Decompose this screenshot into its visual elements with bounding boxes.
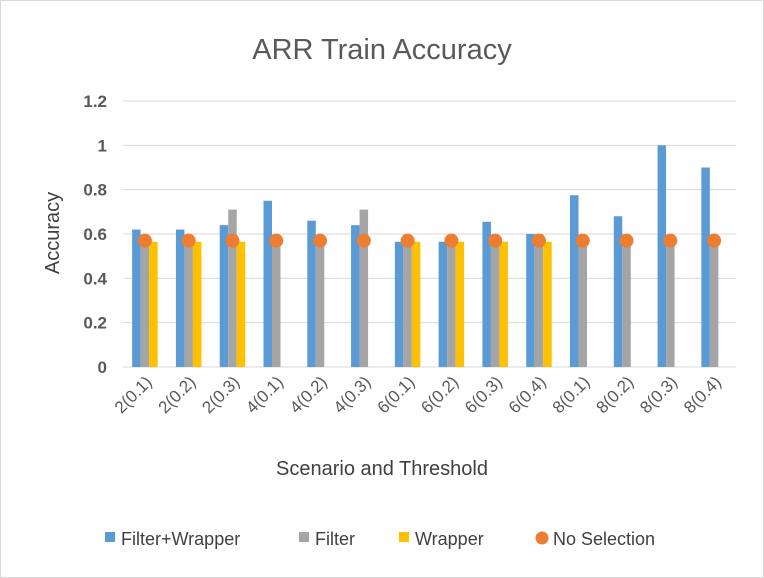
marker-no-selection: [707, 233, 722, 248]
legend-swatch: [299, 532, 309, 542]
bar-filter-wrapper: [351, 225, 360, 367]
marker-no-selection: [531, 233, 546, 248]
x-tick-label: 2(0.3): [198, 372, 243, 417]
bar-filter: [447, 241, 456, 367]
y-tick-label: 1: [98, 136, 107, 155]
bar-filter: [359, 209, 369, 367]
y-tick-label: 0.4: [83, 269, 107, 288]
bar-filter-wrapper: [175, 229, 185, 367]
x-tick-label: 2(0.1): [111, 372, 156, 417]
bar-wrapper: [543, 241, 552, 367]
x-tick-label: 4(0.2): [286, 372, 331, 417]
x-tick-label: 4(0.1): [242, 372, 287, 417]
marker-no-selection: [575, 233, 590, 248]
bar-filter-wrapper: [132, 229, 141, 367]
bar-filter-wrapper: [263, 200, 272, 367]
legend-label: Filter: [315, 529, 355, 549]
bar-filter: [709, 241, 719, 367]
bar-wrapper: [149, 241, 158, 367]
x-tick-label: 8(0.4): [680, 372, 725, 417]
bar-filter-wrapper: [570, 195, 579, 367]
bar-filter-wrapper: [613, 216, 623, 367]
bar-wrapper: [192, 241, 202, 367]
legend-swatch: [535, 531, 549, 545]
bar-filter-wrapper: [394, 241, 404, 367]
bar-filter: [140, 241, 150, 367]
bar-filter-wrapper: [307, 220, 316, 367]
marker-no-selection: [356, 233, 371, 248]
bar-filter: [534, 234, 544, 367]
x-tick-label: 6(0.4): [505, 372, 550, 417]
x-tick-label: 8(0.2): [593, 372, 638, 417]
bar-wrapper: [411, 241, 421, 367]
marker-no-selection: [400, 233, 415, 248]
y-tick-label: 0: [98, 358, 107, 377]
x-tick-label: 6(0.2): [417, 372, 462, 417]
y-tick-label: 1.2: [83, 92, 107, 111]
marker-no-selection: [444, 233, 459, 248]
bar-filter-wrapper: [657, 145, 667, 367]
bar-filter: [315, 241, 325, 367]
y-axis-title: Accuracy: [42, 192, 64, 274]
marker-no-selection: [663, 233, 678, 248]
bar-filter: [666, 241, 675, 367]
bar-wrapper: [499, 241, 508, 367]
x-tick-label: 6(0.1): [374, 372, 419, 417]
bar-filter-wrapper: [219, 225, 229, 367]
y-tick-labels: 0 0.2 0.4 0.6 0.8 1 1.2: [83, 92, 107, 377]
y-tick-label: 0.8: [83, 181, 107, 200]
x-tick-label: 4(0.3): [330, 372, 375, 417]
bar-wrapper: [236, 241, 246, 367]
bar-filter: [272, 241, 281, 367]
bar-filter: [490, 241, 500, 367]
marker-no-selection: [488, 233, 503, 248]
y-tick-label: 0.6: [83, 225, 107, 244]
x-tick-label: 6(0.3): [461, 372, 506, 417]
bar-filter: [228, 209, 237, 367]
gridlines: [123, 100, 736, 368]
bar-filter: [184, 241, 193, 367]
x-tick-label: 8(0.3): [636, 372, 681, 417]
marker-no-selection: [313, 233, 328, 248]
bar-filter: [403, 241, 412, 367]
chart-title: ARR Train Accuracy: [252, 34, 512, 66]
marker-no-selection: [269, 233, 284, 248]
legend-swatch: [399, 532, 409, 542]
legend: Filter+Wrapper Filter Wrapper No Selection: [105, 529, 655, 549]
marker-no-selection: [181, 233, 196, 248]
bar-filter-wrapper: [701, 167, 710, 367]
marker-no-selection: [137, 233, 152, 248]
no-selection-markers: [137, 233, 722, 248]
bar-filter-wrapper: [438, 241, 448, 367]
bar-filter-wrapper: [526, 234, 535, 367]
bar-filter: [622, 241, 631, 367]
legend-swatch: [105, 532, 115, 542]
bar-filter: [578, 241, 587, 367]
legend-label: Filter+Wrapper: [121, 529, 240, 549]
legend-label: Wrapper: [415, 529, 484, 549]
y-tick-label: 0.2: [83, 314, 107, 333]
bars: [132, 145, 719, 367]
x-tick-label: 2(0.2): [155, 372, 200, 417]
marker-no-selection: [225, 233, 240, 248]
marker-no-selection: [619, 233, 634, 248]
x-tick-label: 8(0.1): [549, 372, 594, 417]
bar-filter-wrapper: [482, 221, 491, 367]
x-tick-labels: 2(0.1)2(0.2)2(0.3)4(0.1)4(0.2)4(0.3)6(0.…: [111, 372, 725, 417]
x-axis-title: Scenario and Threshold: [276, 458, 488, 480]
legend-label: No Selection: [553, 529, 655, 549]
bar-wrapper: [455, 241, 465, 367]
